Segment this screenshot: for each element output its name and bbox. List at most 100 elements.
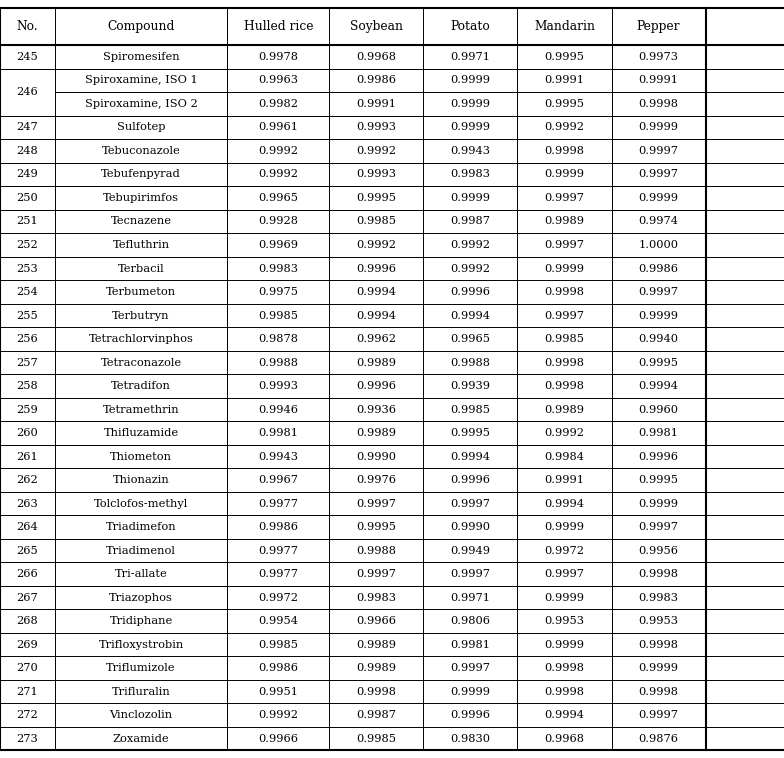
Text: 0.9996: 0.9996 xyxy=(450,287,491,297)
Bar xyxy=(0,421,784,445)
Text: 0.9996: 0.9996 xyxy=(450,710,491,720)
Bar xyxy=(0,374,784,398)
Bar xyxy=(0,515,784,539)
Text: 0.9999: 0.9999 xyxy=(638,193,679,203)
Text: 0.9985: 0.9985 xyxy=(544,334,585,344)
Text: 0.9983: 0.9983 xyxy=(450,170,491,180)
Text: 0.9989: 0.9989 xyxy=(544,217,585,227)
Text: 0.9991: 0.9991 xyxy=(544,76,585,86)
Text: 0.9985: 0.9985 xyxy=(450,405,491,415)
Text: Spiroxamine, ISO 2: Spiroxamine, ISO 2 xyxy=(85,99,198,109)
Bar xyxy=(0,92,784,116)
Text: 0.9998: 0.9998 xyxy=(544,358,585,368)
Text: 273: 273 xyxy=(16,734,38,744)
Text: 0.9960: 0.9960 xyxy=(638,405,679,415)
Text: 0.9992: 0.9992 xyxy=(544,428,585,438)
Text: 0.9998: 0.9998 xyxy=(544,663,585,673)
Text: 0.9996: 0.9996 xyxy=(356,264,397,274)
Text: 267: 267 xyxy=(16,593,38,603)
Text: Soybean: Soybean xyxy=(350,20,403,33)
Text: Spiromesifen: Spiromesifen xyxy=(103,52,180,62)
Bar xyxy=(0,186,784,210)
Text: Tebuconazole: Tebuconazole xyxy=(102,146,180,156)
Text: 252: 252 xyxy=(16,240,38,250)
Text: 0.9969: 0.9969 xyxy=(258,240,299,250)
Text: Terbumeton: Terbumeton xyxy=(106,287,176,297)
Text: 0.9986: 0.9986 xyxy=(638,264,679,274)
Text: Terbutryn: Terbutryn xyxy=(112,311,170,321)
Text: 0.9993: 0.9993 xyxy=(356,123,397,133)
Text: Potato: Potato xyxy=(451,20,490,33)
Text: 0.9981: 0.9981 xyxy=(638,428,679,438)
Text: 0.9965: 0.9965 xyxy=(450,334,491,344)
Text: 0.9997: 0.9997 xyxy=(450,499,491,509)
Text: 262: 262 xyxy=(16,475,38,485)
Bar xyxy=(0,445,784,468)
Text: Triflumizole: Triflumizole xyxy=(107,663,176,673)
Text: 0.9988: 0.9988 xyxy=(356,546,397,556)
Text: Tebufenpyrad: Tebufenpyrad xyxy=(101,170,181,180)
Bar xyxy=(0,398,784,421)
Text: 257: 257 xyxy=(16,358,38,368)
Text: 0.9972: 0.9972 xyxy=(544,546,585,556)
Text: 0.9999: 0.9999 xyxy=(544,264,585,274)
Text: 0.9994: 0.9994 xyxy=(356,311,397,321)
Text: 0.9994: 0.9994 xyxy=(356,287,397,297)
Text: Tri-allate: Tri-allate xyxy=(114,569,168,579)
Text: Compound: Compound xyxy=(107,20,175,33)
Text: 245: 245 xyxy=(16,52,38,62)
Text: 0.9965: 0.9965 xyxy=(258,193,299,203)
Text: 0.9962: 0.9962 xyxy=(356,334,397,344)
Text: Tecnazene: Tecnazene xyxy=(111,217,172,227)
Text: 0.9981: 0.9981 xyxy=(450,640,491,650)
Text: 0.9830: 0.9830 xyxy=(450,734,491,744)
Text: Triadimenol: Triadimenol xyxy=(106,546,176,556)
Text: 270: 270 xyxy=(16,663,38,673)
Text: Pepper: Pepper xyxy=(637,20,681,33)
Bar xyxy=(0,562,784,586)
Text: 0.9971: 0.9971 xyxy=(450,52,491,62)
Text: 268: 268 xyxy=(16,616,38,626)
Text: 0.9996: 0.9996 xyxy=(356,381,397,391)
Text: 0.9998: 0.9998 xyxy=(544,381,585,391)
Bar xyxy=(0,116,784,139)
Text: 0.9987: 0.9987 xyxy=(450,217,491,227)
Text: 260: 260 xyxy=(16,428,38,438)
Text: 0.9956: 0.9956 xyxy=(638,546,679,556)
Text: 0.9996: 0.9996 xyxy=(450,475,491,485)
Text: 0.9943: 0.9943 xyxy=(450,146,491,156)
Text: 0.9987: 0.9987 xyxy=(356,710,397,720)
Text: 0.9936: 0.9936 xyxy=(356,405,397,415)
Text: Tridiphane: Tridiphane xyxy=(110,616,172,626)
Bar xyxy=(0,45,784,69)
Text: 0.9998: 0.9998 xyxy=(356,687,397,697)
Text: Zoxamide: Zoxamide xyxy=(113,734,169,744)
Text: 0.9997: 0.9997 xyxy=(638,287,679,297)
Text: 259: 259 xyxy=(16,405,38,415)
Text: 261: 261 xyxy=(16,452,38,462)
Text: 0.9999: 0.9999 xyxy=(450,123,491,133)
Text: 0.9983: 0.9983 xyxy=(638,593,679,603)
Text: 0.9983: 0.9983 xyxy=(258,264,299,274)
Bar xyxy=(0,703,784,727)
Text: 0.9974: 0.9974 xyxy=(638,217,679,227)
Text: Hulled rice: Hulled rice xyxy=(244,20,313,33)
Text: 0.9953: 0.9953 xyxy=(638,616,679,626)
Text: 253: 253 xyxy=(16,264,38,274)
Text: Thiometon: Thiometon xyxy=(110,452,172,462)
Text: Tetramethrin: Tetramethrin xyxy=(103,405,180,415)
Text: 0.9998: 0.9998 xyxy=(638,640,679,650)
Text: 0.9961: 0.9961 xyxy=(258,123,299,133)
Text: 0.9999: 0.9999 xyxy=(544,522,585,532)
Text: Tebupirimfos: Tebupirimfos xyxy=(103,193,179,203)
Text: 258: 258 xyxy=(16,381,38,391)
Text: 0.9981: 0.9981 xyxy=(258,428,299,438)
Text: 0.9997: 0.9997 xyxy=(356,499,397,509)
Text: 0.9995: 0.9995 xyxy=(638,358,679,368)
Text: 0.9976: 0.9976 xyxy=(356,475,397,485)
Text: 0.9997: 0.9997 xyxy=(544,240,585,250)
Text: 0.9995: 0.9995 xyxy=(356,522,397,532)
Text: 0.9999: 0.9999 xyxy=(450,76,491,86)
Text: 0.9989: 0.9989 xyxy=(544,405,585,415)
Bar xyxy=(0,257,784,280)
